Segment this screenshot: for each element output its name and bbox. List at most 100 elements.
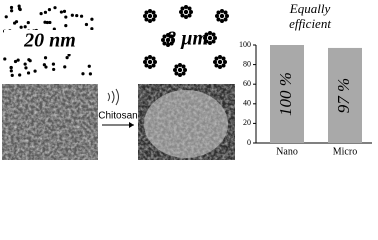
- cluster-dot: [184, 15, 188, 19]
- x-tick-label: Micro: [333, 146, 357, 157]
- cluster-dot: [148, 19, 152, 23]
- dot: [14, 20, 19, 24]
- cluster-dot: [166, 43, 170, 47]
- cluster-dot: [178, 73, 182, 77]
- cluster-dot: [183, 68, 187, 72]
- dot: [26, 20, 30, 25]
- dot: [43, 56, 48, 60]
- cluster-dot: [213, 60, 217, 64]
- dot: [26, 71, 31, 75]
- dot: [63, 65, 67, 69]
- dot: [64, 15, 68, 19]
- cluster-dot: [169, 34, 174, 39]
- cluster-dot: [213, 36, 217, 40]
- dot: [52, 67, 56, 72]
- dot: [81, 72, 85, 76]
- dot: [23, 62, 27, 66]
- dot: [75, 13, 79, 18]
- dot: [43, 10, 48, 14]
- dot: [39, 12, 43, 16]
- cluster-dot: [147, 59, 153, 65]
- y-tick-label: 40: [243, 99, 251, 108]
- cluster-dot: [177, 67, 183, 73]
- cluster-dot: [218, 65, 222, 69]
- dot: [59, 10, 64, 14]
- cluster-dot: [221, 56, 226, 61]
- cluster-dot: [187, 6, 192, 11]
- dot: [64, 24, 68, 28]
- cluster-dot: [223, 10, 228, 15]
- y-tick-label: 0: [247, 138, 251, 147]
- cluster-dot: [181, 64, 186, 69]
- bar: [328, 47, 362, 143]
- dot: [44, 65, 48, 69]
- cluster-dot: [144, 10, 149, 15]
- cluster-dot: [183, 9, 189, 15]
- dot: [79, 14, 84, 18]
- cluster-dot: [153, 14, 157, 18]
- dot: [88, 72, 92, 76]
- cluster-dot: [151, 17, 156, 22]
- sem-texture: [138, 84, 235, 160]
- dot: [90, 27, 94, 31]
- cluster-dot: [214, 63, 219, 68]
- cluster-dot: [151, 56, 156, 61]
- cluster-dot: [143, 14, 147, 18]
- cluster-dot: [148, 55, 152, 59]
- dot: [4, 15, 8, 19]
- cluster-dot: [181, 71, 186, 76]
- dot: [9, 5, 14, 10]
- dot: [87, 64, 91, 68]
- dot: [27, 58, 31, 62]
- cluster-dot: [162, 41, 167, 46]
- cluster-dot: [153, 60, 157, 64]
- cluster-dot: [223, 17, 228, 22]
- cluster-dot: [215, 14, 219, 18]
- y-tick-label: 100: [239, 40, 251, 49]
- cluster-dot: [174, 71, 179, 76]
- cluster-dot: [174, 64, 179, 69]
- arrow-label: Chitosan: [98, 111, 137, 122]
- dot: [19, 25, 23, 29]
- y-tick-label: 60: [243, 79, 251, 88]
- cluster-dot: [143, 60, 147, 64]
- cluster-dot: [218, 55, 222, 59]
- cluster-dot: [165, 37, 171, 43]
- cluster-dot: [187, 13, 192, 18]
- cluster-dot: [148, 9, 152, 13]
- cluster-dot: [151, 10, 156, 15]
- dot: [48, 20, 52, 25]
- dot: [17, 7, 22, 11]
- value-label: 97 %: [334, 78, 353, 113]
- cluster-dot: [219, 13, 225, 19]
- y-tick-label: 20: [243, 118, 251, 127]
- label-backdrop: [4, 30, 96, 54]
- dot: [16, 58, 20, 62]
- cluster-dot: [204, 32, 209, 37]
- dot: [70, 13, 74, 17]
- sem-texture: [2, 84, 98, 160]
- dot: [84, 22, 89, 27]
- cluster-dot: [169, 41, 174, 46]
- bar-chart: 0 20 40 60 80 100 Nano 100 % Micro 97 %: [239, 40, 372, 157]
- cluster-dot: [189, 10, 193, 14]
- dot: [42, 63, 46, 67]
- cluster-dot: [148, 65, 152, 69]
- cluster-dot: [208, 31, 212, 35]
- sound-waves: [107, 88, 119, 106]
- dot: [51, 62, 56, 66]
- cluster-dot: [211, 32, 216, 37]
- cluster-dot: [214, 56, 219, 61]
- cluster-dot: [180, 13, 185, 18]
- cluster-dot: [162, 34, 167, 39]
- cluster-dot: [180, 6, 185, 11]
- dot: [10, 9, 14, 13]
- cluster-dot: [203, 36, 207, 40]
- bar: [270, 45, 304, 143]
- cluster-dot: [173, 68, 177, 72]
- nano-label: 20 nm: [23, 30, 76, 52]
- dot: [52, 27, 56, 31]
- cluster-dot: [211, 39, 216, 44]
- cluster-dot: [220, 19, 224, 23]
- dot: [90, 17, 94, 21]
